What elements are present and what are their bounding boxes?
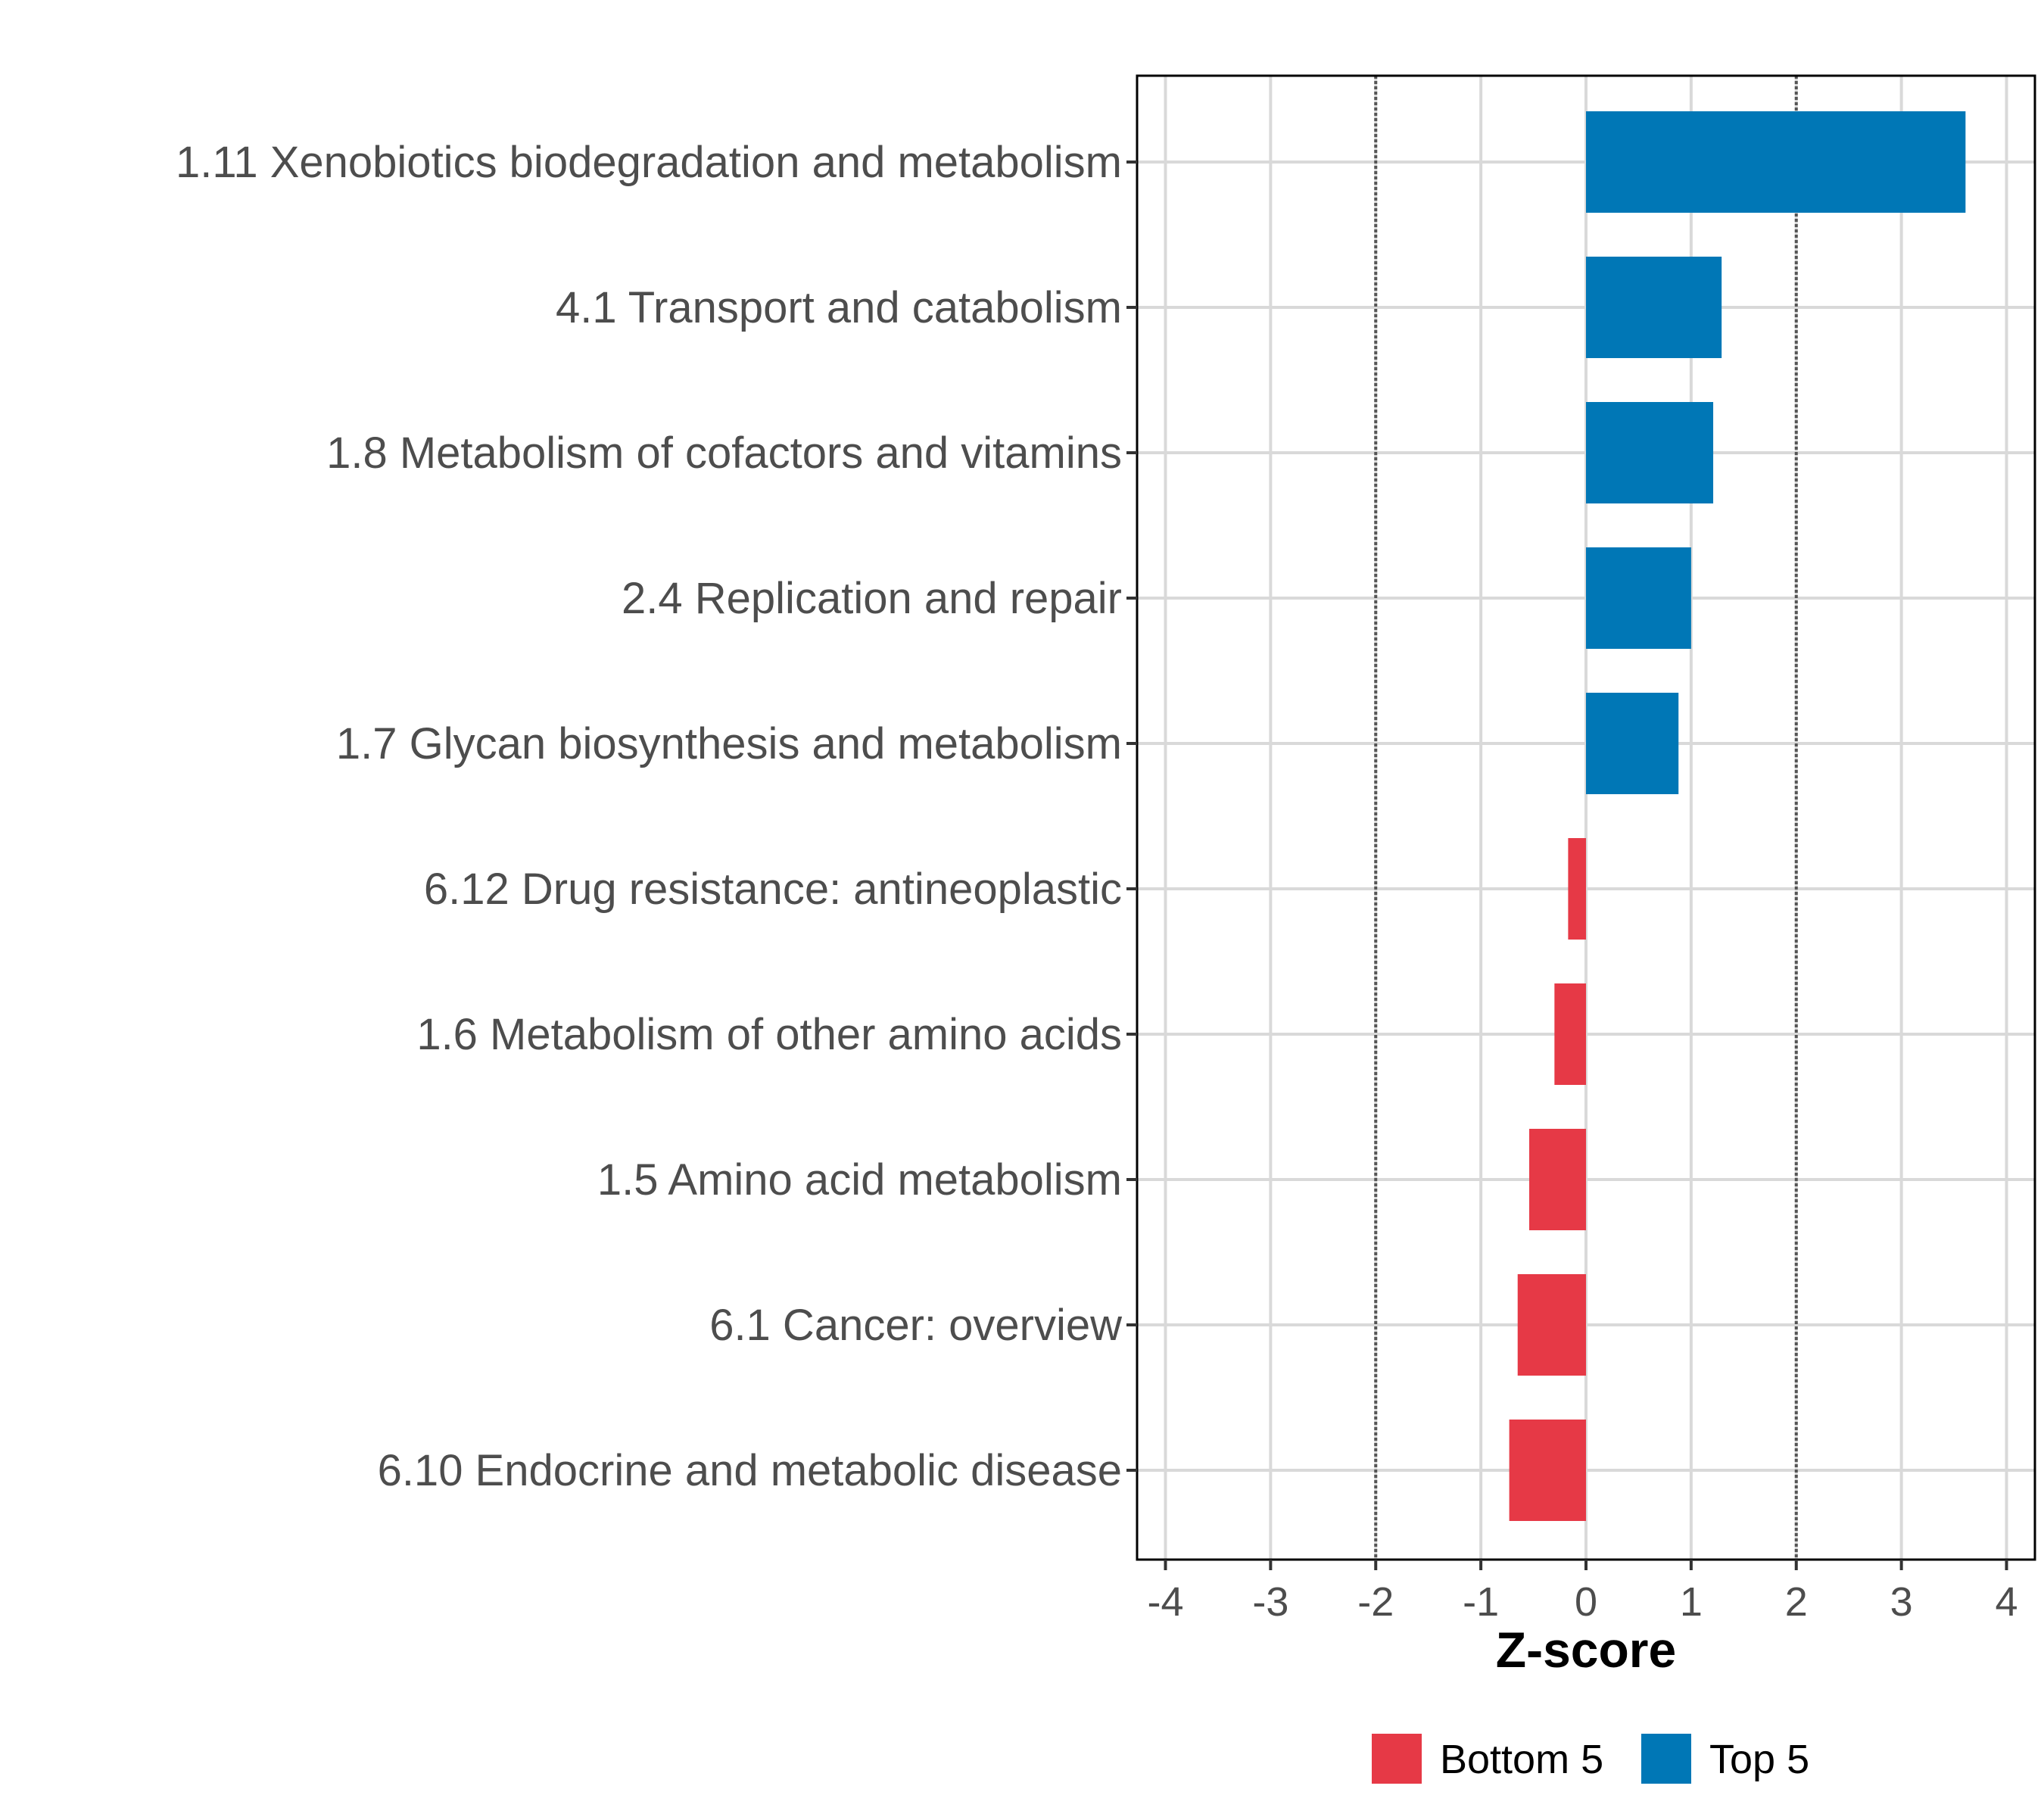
x-axis-title: Z-score [1496,1622,1676,1678]
x-tick-label: 1 [1680,1579,1703,1625]
bar [1554,983,1586,1085]
x-tick-label: -3 [1252,1579,1288,1625]
category-label: 1.6 Metabolism of other amino acids [416,1010,1122,1059]
category-label: 6.10 Endocrine and metabolic disease [378,1446,1122,1495]
bar [1586,693,1679,794]
bars [1509,111,1966,1521]
bar [1586,257,1722,358]
category-label: 6.1 Cancer: overview [709,1301,1123,1350]
x-tick-label: 0 [1575,1579,1597,1625]
x-tick-labels: -4 -3 -2 -1 0 1 2 3 4 [1147,1579,2018,1625]
category-label: 1.5 Amino acid metabolism [597,1155,1122,1205]
bar [1509,1420,1586,1521]
bar [1586,402,1714,503]
y-axis-ticks [1126,161,1137,1472]
legend: Bottom 5 Top 5 [1372,1734,1809,1784]
bar [1517,1274,1586,1376]
x-tick-label: -1 [1463,1579,1499,1625]
reference-lines [1374,76,1798,1560]
category-label: 1.11 Xenobiotics biodegradation and meta… [176,138,1122,187]
x-tick-label: 3 [1890,1579,1913,1625]
bar [1586,547,1691,649]
category-label: 6.12 Drug resistance: antineoplastic [424,865,1122,914]
bar [1568,838,1586,940]
x-tick-label: 4 [1995,1579,2018,1625]
category-labels: 1.11 Xenobiotics biodegradation and meta… [176,138,1123,1495]
legend-swatch [1641,1734,1691,1784]
x-axis-ticks [1164,1560,2008,1570]
legend-label: Bottom 5 [1440,1737,1603,1782]
category-label: 1.8 Metabolism of cofactors and vitamins [326,429,1122,478]
bar [1586,111,1966,213]
legend-swatch [1372,1734,1422,1784]
x-tick-label: -2 [1357,1579,1394,1625]
category-label: 2.4 Replication and repair [622,574,1122,623]
x-tick-label: -4 [1147,1579,1183,1625]
x-tick-label: 2 [1785,1579,1808,1625]
category-label: 4.1 Transport and catabolism [556,283,1122,332]
category-label: 1.7 Glycan biosynthesis and metabolism [336,719,1122,768]
bar [1529,1129,1586,1230]
legend-label: Top 5 [1709,1737,1809,1782]
